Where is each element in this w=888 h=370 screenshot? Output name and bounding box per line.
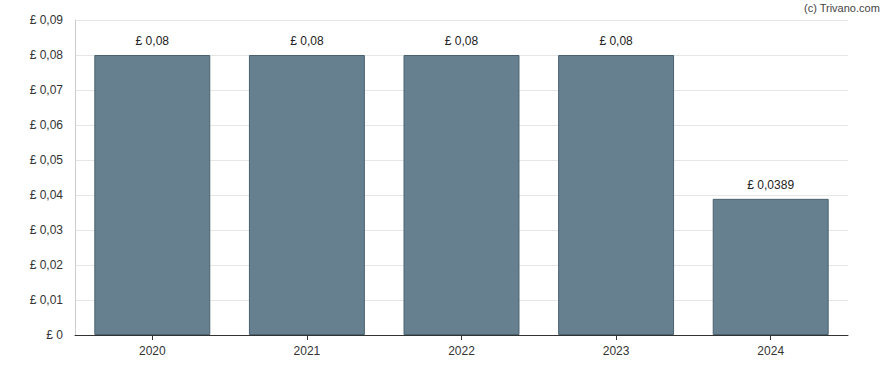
svg-text:(c) Trivano.com: (c) Trivano.com xyxy=(804,2,880,14)
svg-text:£ 0,03: £ 0,03 xyxy=(30,223,64,237)
svg-text:£ 0,09: £ 0,09 xyxy=(30,13,64,27)
svg-text:2023: 2023 xyxy=(603,344,630,358)
svg-text:2024: 2024 xyxy=(757,344,784,358)
svg-text:£ 0,02: £ 0,02 xyxy=(30,258,64,272)
svg-text:£ 0,05: £ 0,05 xyxy=(30,153,64,167)
svg-text:£ 0,04: £ 0,04 xyxy=(30,188,64,202)
svg-text:2020: 2020 xyxy=(139,344,166,358)
svg-text:£ 0: £ 0 xyxy=(46,328,63,342)
svg-text:£ 0,07: £ 0,07 xyxy=(30,83,64,97)
svg-text:2022: 2022 xyxy=(448,344,475,358)
svg-text:£ 0,08: £ 0,08 xyxy=(599,34,633,48)
svg-text:£ 0,0389: £ 0,0389 xyxy=(747,178,794,192)
svg-text:2021: 2021 xyxy=(294,344,321,358)
svg-text:£ 0,08: £ 0,08 xyxy=(445,34,479,48)
svg-text:£ 0,08: £ 0,08 xyxy=(136,34,170,48)
svg-text:£ 0,08: £ 0,08 xyxy=(30,48,64,62)
svg-text:£ 0,08: £ 0,08 xyxy=(290,34,324,48)
svg-text:£ 0,06: £ 0,06 xyxy=(30,118,64,132)
svg-text:£ 0,01: £ 0,01 xyxy=(30,293,64,307)
